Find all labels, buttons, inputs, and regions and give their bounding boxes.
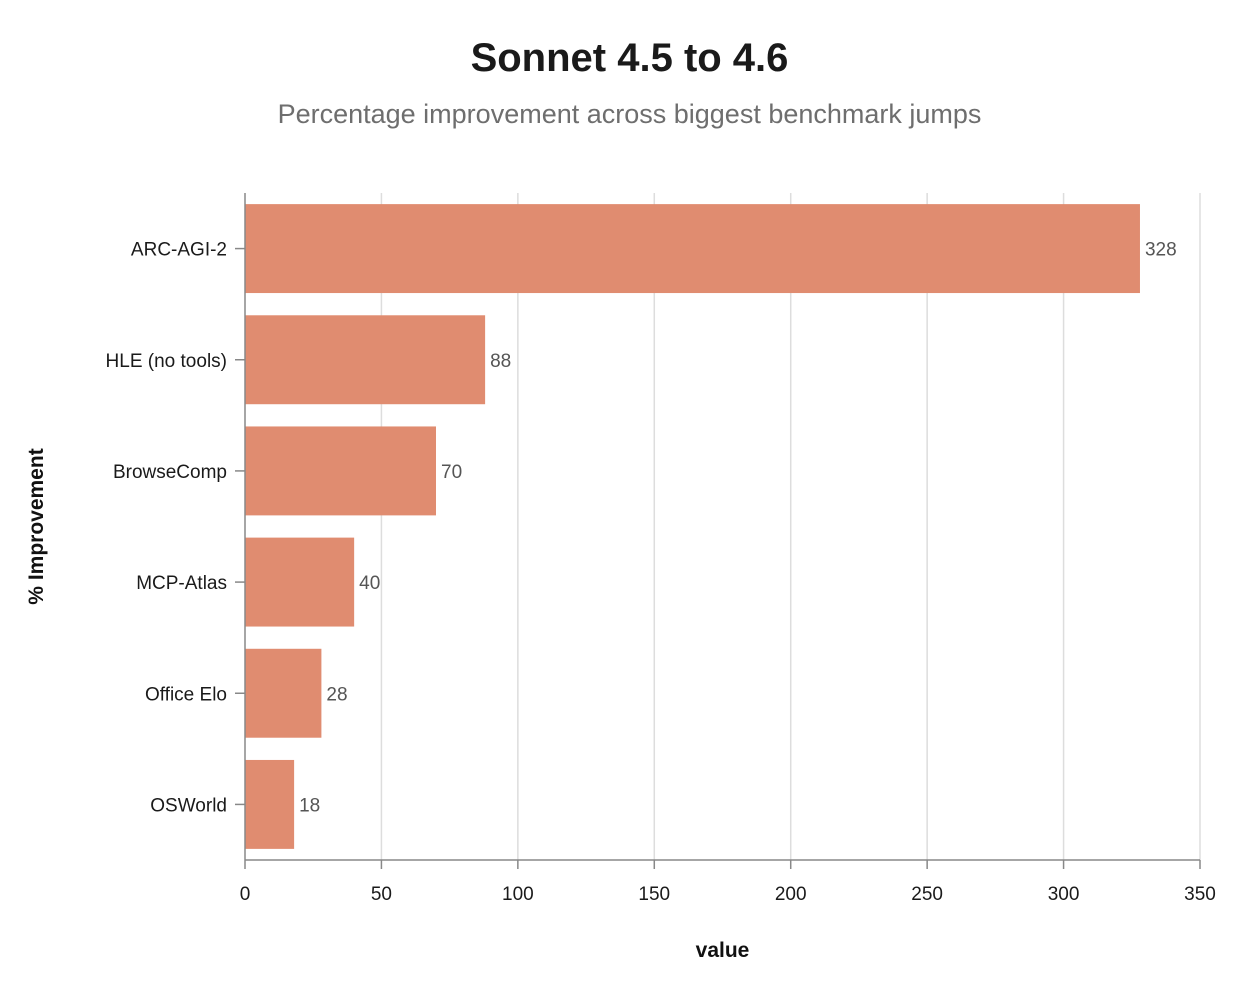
x-tick-label: 300 (1048, 884, 1080, 905)
bar (245, 426, 436, 516)
chart-subtitle: Percentage improvement across biggest be… (277, 99, 982, 129)
data-label: 28 (326, 684, 347, 705)
data-label: 328 (1145, 240, 1177, 261)
y-tick-label: BrowseComp (113, 462, 227, 483)
x-tick-label: 250 (911, 884, 943, 905)
x-tick-label: 50 (371, 884, 392, 905)
x-tick-label: 0 (240, 884, 251, 905)
bar (245, 759, 295, 849)
y-tick-label: MCP-Atlas (136, 573, 227, 594)
data-label: 40 (359, 573, 380, 594)
data-label: 18 (299, 795, 320, 816)
y-tick-label: ARC-AGI-2 (131, 240, 227, 261)
x-axis-title: value (696, 939, 750, 962)
bar (245, 204, 1140, 294)
data-label: 88 (490, 351, 511, 372)
y-tick-label: OSWorld (150, 795, 227, 816)
x-tick-label: 200 (775, 884, 807, 905)
chart-title: Sonnet 4.5 to 4.6 (470, 36, 789, 80)
bar (245, 648, 322, 738)
axes: ARC-AGI-2 HLE (no tools) BrowseComp MCP-Atl… (106, 193, 1216, 905)
y-tick-label: HLE (no tools) (106, 351, 227, 372)
bar (245, 537, 355, 627)
x-tick-label: 100 (502, 884, 534, 905)
data-label: 70 (441, 462, 462, 483)
gridlines (380, 193, 1201, 860)
x-tick-label: 350 (1184, 884, 1216, 905)
bars: 328 88 70 40 28 18 (245, 204, 1177, 849)
y-axis-title: % Improvement (25, 448, 48, 604)
x-tick-label: 150 (638, 884, 670, 905)
bar (245, 315, 486, 405)
y-tick-label: Office Elo (145, 684, 227, 705)
